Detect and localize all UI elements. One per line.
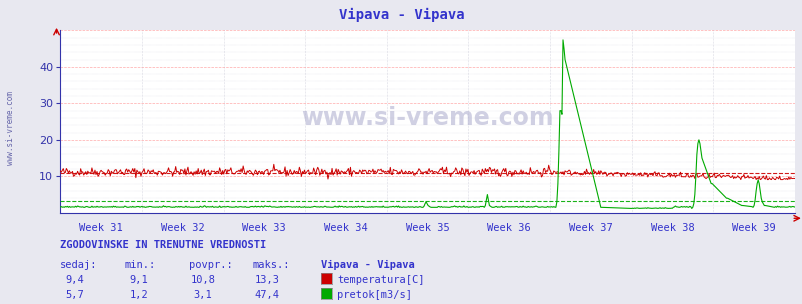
Text: 1,2: 1,2 [129,290,148,300]
Text: povpr.:: povpr.: [188,260,232,270]
Text: Vipava - Vipava: Vipava - Vipava [321,260,415,270]
Text: Vipava - Vipava: Vipava - Vipava [338,8,464,22]
Text: pretok[m3/s]: pretok[m3/s] [337,290,411,300]
Text: temperatura[C]: temperatura[C] [337,275,424,285]
Text: Week 35: Week 35 [405,223,449,233]
Text: 13,3: 13,3 [254,275,280,285]
Text: 9,4: 9,4 [65,275,84,285]
Text: 10,8: 10,8 [190,275,216,285]
Text: www.si-vreme.com: www.si-vreme.com [6,91,15,165]
Text: Week 32: Week 32 [160,223,205,233]
Text: maks.:: maks.: [253,260,290,270]
Text: 9,1: 9,1 [129,275,148,285]
Text: 3,1: 3,1 [193,290,213,300]
Text: ZGODOVINSKE IN TRENUTNE VREDNOSTI: ZGODOVINSKE IN TRENUTNE VREDNOSTI [60,240,266,250]
Text: www.si-vreme.com: www.si-vreme.com [301,106,553,130]
Text: Week 37: Week 37 [569,223,612,233]
Text: Week 36: Week 36 [487,223,530,233]
Text: Week 31: Week 31 [79,223,123,233]
Text: min.:: min.: [124,260,156,270]
Text: Week 34: Week 34 [324,223,367,233]
Text: Week 39: Week 39 [731,223,775,233]
Text: 47,4: 47,4 [254,290,280,300]
Text: Week 38: Week 38 [650,223,694,233]
Text: Week 33: Week 33 [242,223,286,233]
Text: sedaj:: sedaj: [60,260,98,270]
Text: 5,7: 5,7 [65,290,84,300]
